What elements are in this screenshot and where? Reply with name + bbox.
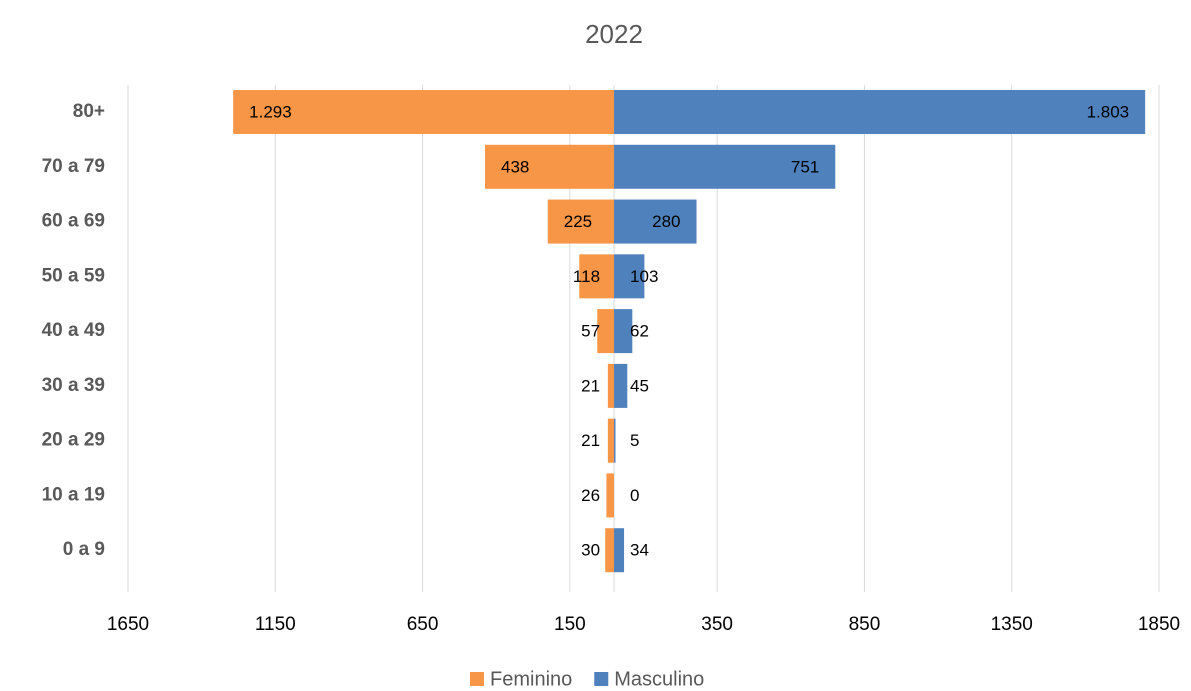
bar <box>605 528 615 573</box>
x-tick-label: 1350 <box>991 614 1033 635</box>
data-label: 5 <box>630 431 639 450</box>
bar <box>614 90 1146 134</box>
x-tick-label: 650 <box>407 614 439 635</box>
bar <box>547 199 615 244</box>
data-label: 751 <box>791 157 819 176</box>
y-tick-label: 30 a 39 <box>42 375 105 396</box>
x-tick-label: 1650 <box>107 614 149 635</box>
x-tick-label: 1850 <box>1138 614 1180 635</box>
chart-title: 2022 <box>585 19 643 49</box>
data-label: 21 <box>581 431 600 450</box>
data-label: 30 <box>581 541 600 560</box>
data-label: 280 <box>652 212 680 231</box>
data-label: 438 <box>501 157 529 176</box>
bar <box>614 254 645 299</box>
bar <box>579 254 615 299</box>
data-label: 0 <box>630 486 639 505</box>
x-tick-label: 150 <box>554 614 586 635</box>
bar <box>614 363 628 408</box>
data-label: 26 <box>581 486 600 505</box>
bar <box>607 363 615 408</box>
data-label: 21 <box>581 376 600 395</box>
data-label: 62 <box>630 322 649 341</box>
y-tick-label: 10 a 19 <box>42 484 105 505</box>
y-tick-label: 0 a 9 <box>63 539 105 560</box>
legend-label: Masculino <box>614 668 704 690</box>
legend-swatch <box>594 672 609 686</box>
data-label: 45 <box>630 376 649 395</box>
y-tick-label: 40 a 49 <box>42 320 105 341</box>
data-label: 34 <box>630 541 649 560</box>
legend-swatch <box>470 672 484 686</box>
bar <box>614 528 625 573</box>
bar <box>606 473 615 518</box>
y-tick-label: 50 a 59 <box>42 265 105 286</box>
legend-label: Feminino <box>490 668 572 690</box>
bar <box>607 418 615 463</box>
data-label: 1.803 <box>1087 102 1130 121</box>
y-tick-label: 20 a 29 <box>42 430 105 451</box>
bar <box>614 418 616 463</box>
bar <box>614 309 633 354</box>
y-tick-label: 60 a 69 <box>42 211 105 232</box>
bar <box>233 90 615 134</box>
bar <box>614 199 697 244</box>
y-tick-label: 80+ <box>73 101 105 122</box>
data-label: 118 <box>573 267 600 286</box>
bar <box>597 309 615 354</box>
data-label: 1.293 <box>249 102 292 121</box>
data-label: 57 <box>581 322 600 341</box>
x-tick-label: 350 <box>701 614 733 635</box>
x-tick-label: 850 <box>849 614 881 635</box>
bar <box>485 144 615 189</box>
bar <box>614 144 836 189</box>
data-label: 103 <box>630 267 658 286</box>
data-label: 225 <box>564 212 592 231</box>
y-tick-label: 70 a 79 <box>42 156 105 177</box>
x-tick-label: 1150 <box>255 614 296 635</box>
